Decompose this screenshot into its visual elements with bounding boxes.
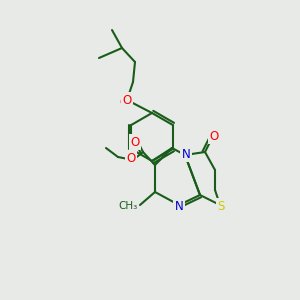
Text: O: O [209, 130, 219, 142]
Text: O: O [119, 97, 129, 110]
Text: O: O [122, 94, 132, 106]
Text: CH₃: CH₃ [119, 201, 138, 211]
Text: O: O [130, 136, 140, 148]
Text: N: N [182, 148, 190, 160]
Text: O: O [126, 152, 136, 164]
Text: N: N [175, 200, 183, 212]
Text: S: S [217, 200, 225, 212]
